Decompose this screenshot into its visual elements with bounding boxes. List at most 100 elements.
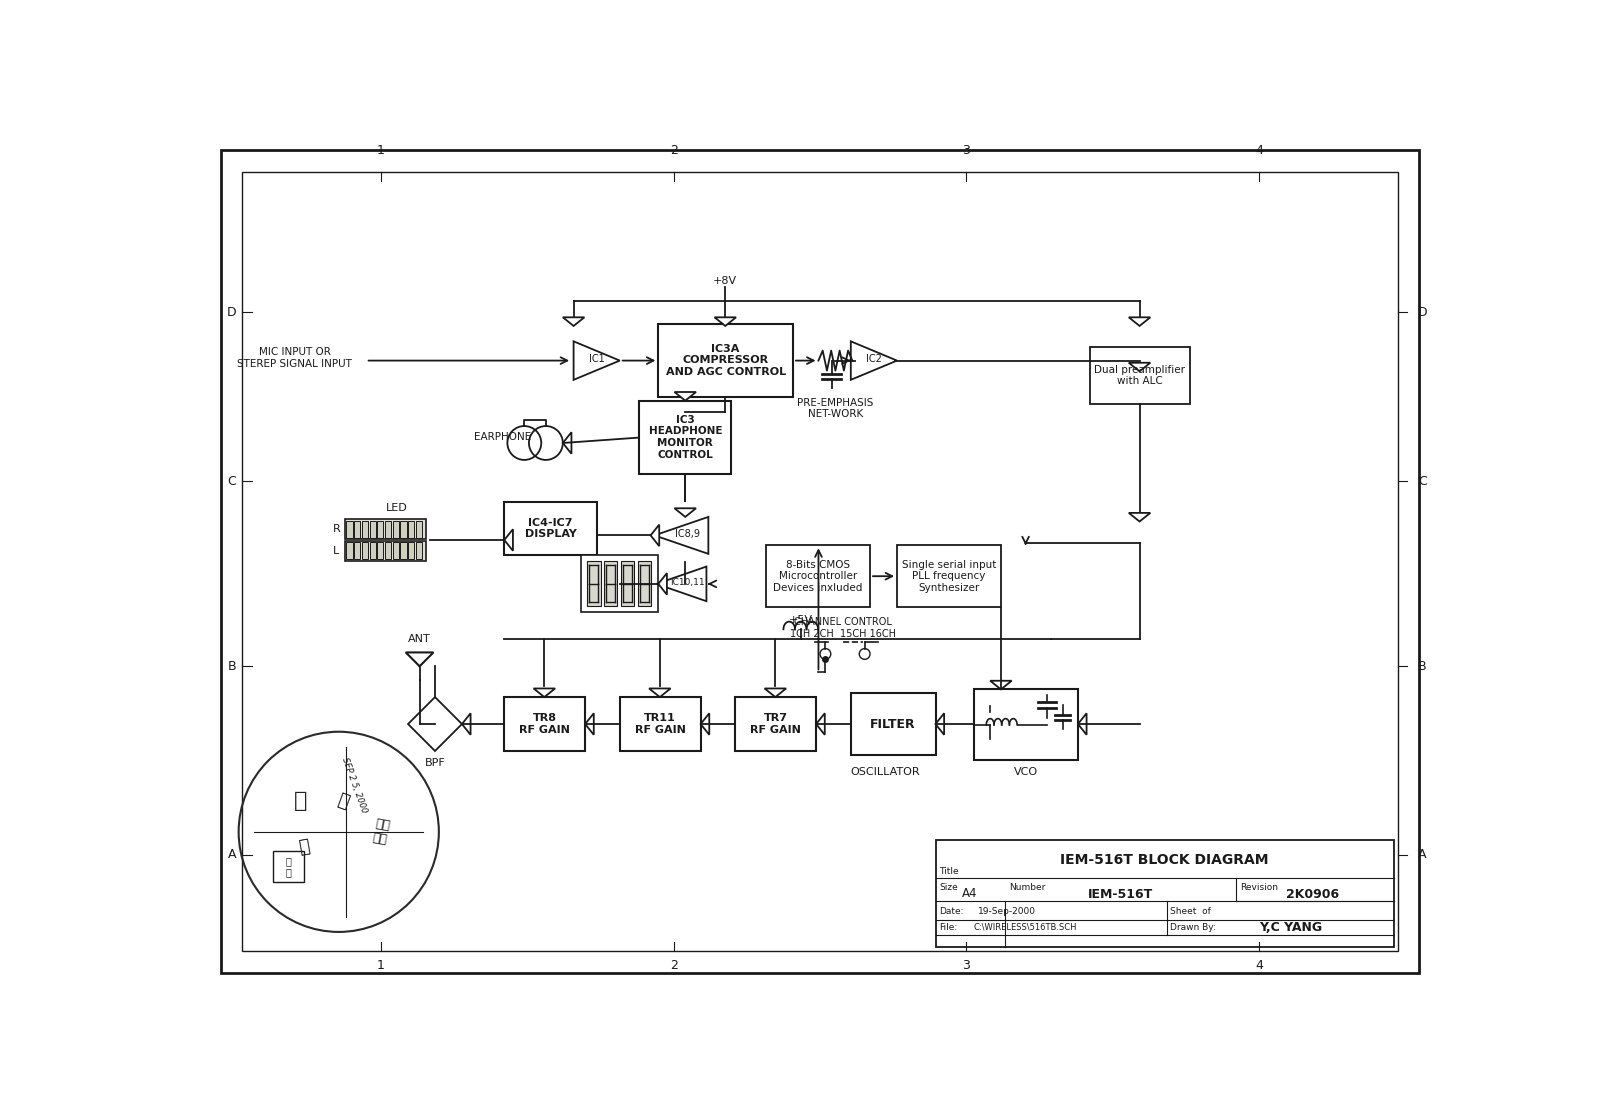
Polygon shape — [936, 713, 944, 735]
Text: IC3
HEADPHONE
MONITOR
CONTROL: IC3 HEADPHONE MONITOR CONTROL — [648, 415, 722, 459]
FancyBboxPatch shape — [766, 545, 870, 607]
Polygon shape — [574, 341, 619, 380]
Text: EARPHONE: EARPHONE — [474, 431, 531, 441]
Text: 检: 检 — [334, 791, 350, 812]
Text: MIC INPUT OR
STEREP SIGNAL INPUT: MIC INPUT OR STEREP SIGNAL INPUT — [237, 347, 352, 369]
Text: 19-Sep-2000: 19-Sep-2000 — [978, 906, 1035, 915]
FancyBboxPatch shape — [605, 560, 618, 606]
Text: 图
章: 图 章 — [286, 855, 291, 877]
Text: A4: A4 — [963, 887, 978, 900]
Polygon shape — [563, 317, 584, 326]
Text: 1: 1 — [378, 143, 386, 157]
Text: LED: LED — [386, 504, 408, 514]
Text: ANT: ANT — [408, 634, 430, 644]
Text: 1: 1 — [378, 959, 386, 972]
Polygon shape — [715, 317, 736, 326]
FancyBboxPatch shape — [362, 520, 368, 538]
FancyBboxPatch shape — [936, 840, 1394, 947]
Text: C: C — [227, 475, 237, 488]
Text: A: A — [227, 848, 235, 862]
Text: SEP 2 5, 2000: SEP 2 5, 2000 — [339, 756, 368, 815]
Text: 3: 3 — [962, 143, 970, 157]
FancyBboxPatch shape — [736, 697, 816, 751]
Polygon shape — [656, 567, 707, 602]
Text: 3: 3 — [962, 959, 970, 972]
FancyBboxPatch shape — [400, 543, 406, 559]
Text: Drawn By:: Drawn By: — [1170, 923, 1216, 932]
Polygon shape — [563, 433, 571, 454]
Text: 2K0906: 2K0906 — [1286, 888, 1339, 902]
Text: Single serial input
PLL frequency
Synthesizer: Single serial input PLL frequency Synthe… — [902, 559, 997, 593]
Polygon shape — [765, 688, 786, 697]
Text: FILTER: FILTER — [870, 717, 915, 731]
Text: IC1: IC1 — [589, 354, 605, 364]
FancyBboxPatch shape — [408, 543, 414, 559]
Text: 8-Bits CMOS
Microcontroller
Devices inxluded: 8-Bits CMOS Microcontroller Devices inxl… — [773, 559, 862, 593]
Text: 4: 4 — [1254, 959, 1262, 972]
Text: A: A — [1418, 848, 1426, 862]
FancyBboxPatch shape — [621, 560, 635, 606]
FancyBboxPatch shape — [354, 520, 360, 538]
Polygon shape — [462, 713, 470, 735]
Polygon shape — [851, 341, 898, 380]
Text: B: B — [227, 659, 237, 673]
FancyBboxPatch shape — [362, 543, 368, 559]
FancyBboxPatch shape — [638, 560, 651, 606]
Text: Sheet  of: Sheet of — [1170, 906, 1211, 915]
FancyBboxPatch shape — [354, 543, 360, 559]
Text: IC10,11: IC10,11 — [670, 578, 706, 587]
Text: VCO: VCO — [1014, 767, 1038, 777]
Polygon shape — [701, 713, 709, 735]
Text: L: L — [333, 546, 339, 556]
Text: IC3A
COMPRESSOR
AND AGC CONTROL: IC3A COMPRESSOR AND AGC CONTROL — [666, 344, 786, 377]
FancyBboxPatch shape — [504, 697, 586, 751]
FancyBboxPatch shape — [386, 543, 390, 559]
Polygon shape — [1078, 713, 1086, 735]
Text: R: R — [333, 524, 341, 534]
Text: 2: 2 — [670, 959, 678, 972]
FancyBboxPatch shape — [347, 520, 352, 538]
FancyBboxPatch shape — [400, 520, 406, 538]
FancyBboxPatch shape — [408, 520, 414, 538]
Polygon shape — [1128, 513, 1150, 522]
Text: IC8,9: IC8,9 — [675, 529, 701, 539]
Text: D: D — [1418, 306, 1427, 318]
Polygon shape — [675, 508, 696, 517]
Polygon shape — [1128, 363, 1150, 371]
Text: C: C — [1418, 475, 1427, 488]
FancyBboxPatch shape — [378, 543, 384, 559]
FancyBboxPatch shape — [638, 400, 731, 474]
FancyBboxPatch shape — [1090, 347, 1190, 405]
Text: BPF: BPF — [424, 757, 445, 767]
FancyBboxPatch shape — [386, 520, 390, 538]
FancyBboxPatch shape — [347, 543, 352, 559]
Text: 批: 批 — [293, 791, 307, 811]
Text: Date:: Date: — [939, 906, 963, 915]
Text: B: B — [1418, 659, 1427, 673]
FancyBboxPatch shape — [416, 543, 422, 559]
FancyBboxPatch shape — [416, 520, 422, 538]
Text: Title: Title — [939, 867, 958, 876]
FancyBboxPatch shape — [370, 520, 376, 538]
Text: D: D — [227, 306, 237, 318]
Text: Dual preamplifier
with ALC: Dual preamplifier with ALC — [1094, 365, 1186, 386]
Polygon shape — [651, 525, 659, 546]
FancyBboxPatch shape — [619, 697, 701, 751]
Polygon shape — [675, 393, 696, 400]
Text: Size: Size — [939, 883, 958, 893]
Polygon shape — [504, 529, 514, 550]
Text: OSCILLATOR: OSCILLATOR — [851, 767, 920, 777]
Text: IEM-516T BLOCK DIAGRAM: IEM-516T BLOCK DIAGRAM — [1061, 853, 1269, 867]
FancyBboxPatch shape — [587, 560, 600, 606]
FancyBboxPatch shape — [392, 543, 398, 559]
Text: +5V: +5V — [789, 615, 813, 625]
Polygon shape — [406, 653, 434, 666]
Text: C:\WIRELESS\516TB.SCH: C:\WIRELESS\516TB.SCH — [974, 923, 1077, 932]
Polygon shape — [650, 688, 670, 697]
Text: TR11
RF GAIN: TR11 RF GAIN — [635, 713, 686, 735]
Text: TR7
RF GAIN: TR7 RF GAIN — [750, 713, 802, 735]
Text: IC4-IC7
DISPLAY: IC4-IC7 DISPLAY — [525, 518, 576, 539]
FancyBboxPatch shape — [851, 693, 936, 755]
Text: +8V: +8V — [714, 276, 738, 286]
Text: 2: 2 — [670, 143, 678, 157]
